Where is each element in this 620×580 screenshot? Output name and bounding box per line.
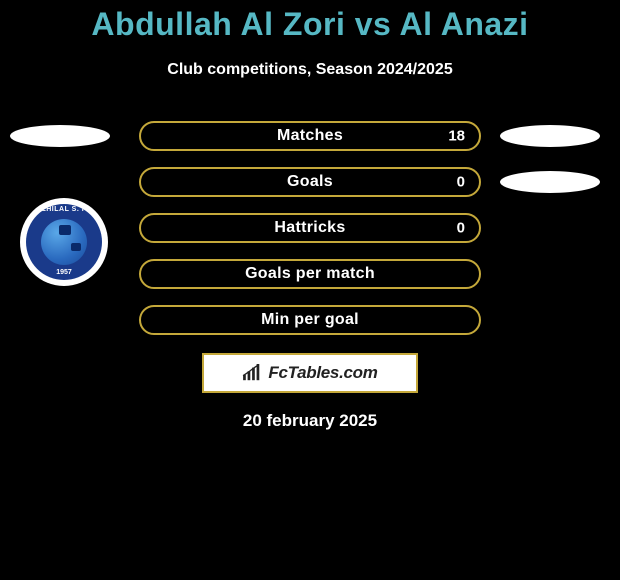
chart-bars-icon (242, 364, 264, 382)
brand-box: FcTables.com (202, 353, 418, 393)
stat-label: Min per goal (261, 311, 359, 329)
footer-date: 20 february 2025 (0, 411, 620, 431)
stat-pill: Min per goal (139, 305, 481, 335)
page-subtitle: Club competitions, Season 2024/2025 (0, 61, 620, 79)
stat-label: Hattricks (274, 219, 345, 237)
stat-label: Matches (277, 127, 343, 145)
player-right-marker (500, 171, 600, 193)
stat-label: Goals per match (245, 265, 375, 283)
badge-year: 1957 (26, 269, 102, 276)
player-right-marker (500, 125, 600, 147)
stat-label: Goals (287, 173, 333, 191)
badge-top-text: ALHILAL S. FC (26, 206, 102, 213)
stat-row: Min per goal (0, 305, 620, 335)
brand-text: FcTables.com (268, 363, 377, 383)
stat-pill: Matches 18 (139, 121, 481, 151)
infographic-container: Abdullah Al Zori vs Al Anazi Club compet… (0, 0, 620, 431)
stat-row: Matches 18 (0, 121, 620, 151)
stat-value: 0 (457, 220, 465, 237)
stat-row: Goals 0 (0, 167, 620, 197)
badge-inner: ALHILAL S. FC 1957 (26, 204, 102, 280)
stat-pill: Hattricks 0 (139, 213, 481, 243)
page-title: Abdullah Al Zori vs Al Anazi (0, 6, 620, 43)
player-left-marker (10, 125, 110, 147)
badge-ball-icon (41, 219, 87, 265)
stat-pill: Goals per match (139, 259, 481, 289)
stat-pill: Goals 0 (139, 167, 481, 197)
stat-value: 0 (457, 174, 465, 191)
stat-value: 18 (448, 128, 465, 145)
badge-outer: ALHILAL S. FC 1957 (20, 198, 108, 286)
club-badge: ALHILAL S. FC 1957 (20, 198, 120, 288)
